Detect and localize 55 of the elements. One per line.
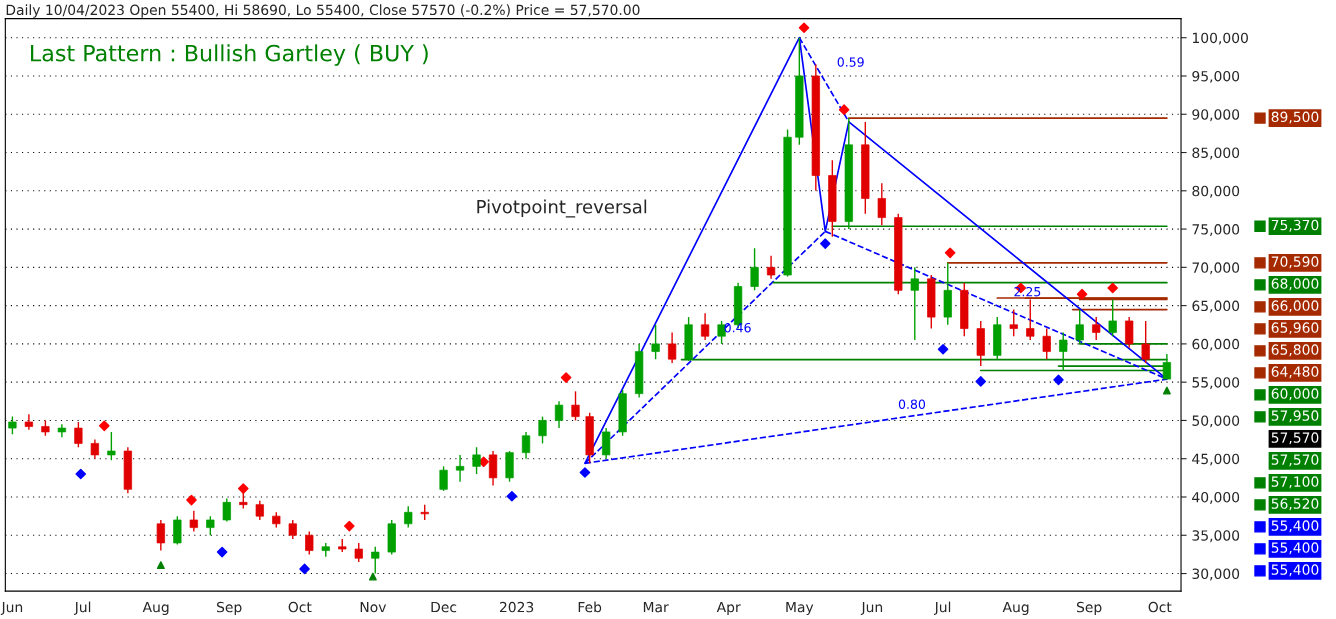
legend-label: 55,400 xyxy=(1271,520,1319,533)
annotation: 0.80 xyxy=(898,399,926,409)
y-tick-label: 90,000 xyxy=(1192,109,1240,122)
y-tick-label: 30,000 xyxy=(1192,568,1240,581)
x-tick-label: Aug xyxy=(142,601,169,615)
text: 57,570 xyxy=(1271,454,1319,467)
legend-label: 75,370 xyxy=(1271,219,1319,232)
y-tick-label: 60,000 xyxy=(1192,338,1240,351)
y-tick-label: 95,000 xyxy=(1192,70,1240,83)
y-tick-label: 75,000 xyxy=(1192,224,1240,236)
x-tick-label: Feb xyxy=(578,601,602,613)
x-tick-label: Jun xyxy=(860,601,883,615)
x-tick-label: Oct xyxy=(1148,601,1172,613)
legend-label: 68,000 xyxy=(1271,278,1319,291)
y-tick-label: 65,000 xyxy=(1192,300,1240,313)
annotation: Pivotpoint_reversal xyxy=(477,199,647,218)
x-tick-label: Jul xyxy=(74,601,91,615)
x-tick-label: Sep xyxy=(217,601,242,615)
legend-label: 65,960 xyxy=(1271,322,1319,335)
x-tick-label: Dec xyxy=(431,601,457,613)
legend-label: 64,480 xyxy=(1271,366,1319,379)
y-tick-label: 85,000 xyxy=(1192,147,1240,160)
x-tick-label: Sep xyxy=(1076,601,1102,615)
x-tick-label: Oct xyxy=(288,601,312,613)
legend-label: 89,500 xyxy=(1271,111,1319,124)
x-tick-label: Jul xyxy=(933,601,951,615)
y-tick-label: 80,000 xyxy=(1192,185,1240,198)
y-tick-label: 100,000 xyxy=(1192,32,1248,45)
text: 57,570 xyxy=(1271,432,1319,445)
legend-label: 70,590 xyxy=(1271,256,1319,269)
legend-label: 55,400 xyxy=(1271,542,1319,555)
annotation: 0.59 xyxy=(837,57,864,67)
x-tick-label: Apr xyxy=(716,601,741,615)
y-tick-label: 55,000 xyxy=(1192,377,1240,390)
y-tick-label: 40,000 xyxy=(1192,491,1240,504)
y-tick-label: 70,000 xyxy=(1192,262,1240,275)
annotation: 2.25 xyxy=(1014,286,1041,297)
legend-label: 65,800 xyxy=(1271,344,1319,357)
legend-label: 56,520 xyxy=(1271,498,1319,511)
legend-label: 60,000 xyxy=(1271,388,1319,401)
text: Last Pattern : Bullish Gartley ( BUY ) xyxy=(31,44,428,66)
x-tick-label: Mar xyxy=(643,601,669,613)
chart-title: Daily 10/04/2023 Open 55400, Hi 58690, Lo 55400, Close 57570 (-0.2%) Price = 57,570.00 xyxy=(6,4,640,18)
x-tick-label: 2023 xyxy=(499,601,534,613)
x-tick-label: May xyxy=(786,601,814,615)
legend-label: 57,950 xyxy=(1271,410,1319,423)
legend-label: 66,000 xyxy=(1271,300,1319,313)
y-tick-label: 35,000 xyxy=(1192,530,1240,543)
legend-label: 57,100 xyxy=(1271,476,1319,489)
x-tick-label: Jun xyxy=(0,601,23,615)
x-tick-label: Aug xyxy=(1002,601,1029,615)
x-tick-label: Nov xyxy=(360,601,387,613)
y-tick-label: 45,000 xyxy=(1192,453,1240,466)
y-tick-label: 50,000 xyxy=(1192,415,1240,428)
legend-label: 55,400 xyxy=(1271,564,1319,577)
